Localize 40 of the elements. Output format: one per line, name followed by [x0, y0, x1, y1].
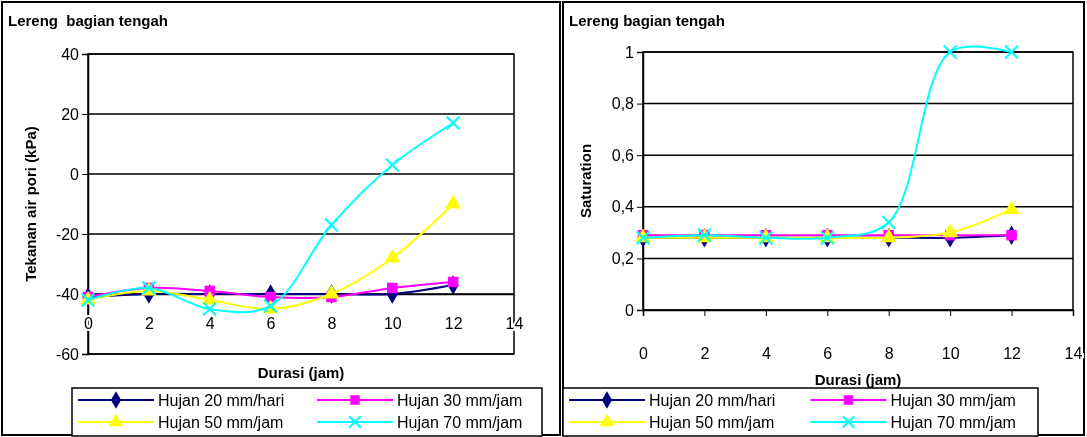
x-tick-label: 14: [1064, 345, 1083, 363]
x-axis-title: Durasi (jam): [814, 371, 902, 388]
y-tick-label: 0: [70, 165, 80, 183]
legend-label: Hujan 20 mm/hari: [649, 392, 776, 409]
y-tick-label: 20: [61, 105, 80, 123]
x-tick-label: 6: [266, 315, 276, 333]
x-tick-label: 0: [639, 345, 649, 363]
legend-label: Hujan 50 mm/jam: [649, 414, 775, 431]
y-tick-label: 0,8: [611, 95, 635, 113]
x-tick-label: 10: [941, 345, 960, 363]
x-tick-label: 8: [884, 345, 894, 363]
y-tick-label: 0,4: [611, 198, 635, 216]
x-tick-label: 10: [383, 315, 402, 333]
y-axis-title: Tekanan air pori (kPa): [22, 126, 39, 282]
x-tick-label: 4: [761, 345, 771, 363]
chart-title: Lereng bagian tengah: [8, 12, 169, 29]
x-tick-label: 2: [700, 345, 710, 363]
y-tick-label: 0: [625, 301, 635, 319]
y-tick-label: 1: [625, 43, 635, 61]
legend-label: Hujan 70 mm/jam: [890, 414, 1016, 431]
legend-label: Hujan 30 mm/jam: [890, 392, 1016, 409]
y-tick-label: -20: [55, 225, 80, 243]
x-tick-label: 6: [823, 345, 833, 363]
x-tick-label: 12: [444, 315, 463, 333]
y-tick-label: 0,6: [611, 146, 635, 164]
chart-title: Lereng bagian tengah: [569, 12, 725, 29]
legend-label: Hujan 50 mm/jam: [158, 414, 284, 431]
y-tick-label: 40: [61, 45, 80, 63]
legend-label: Hujan 20 mm/hari: [158, 392, 285, 409]
y-tick-label: -40: [55, 285, 80, 303]
y-tick-label: 0,2: [611, 250, 635, 268]
x-axis-title: Durasi (jam): [257, 364, 345, 381]
legend-label: Hujan 30 mm/jam: [397, 392, 523, 409]
x-tick-label: 8: [327, 315, 337, 333]
legend-label: Hujan 70 mm/jam: [397, 414, 523, 431]
x-tick-label: 2: [144, 315, 154, 333]
y-tick-label: -60: [55, 345, 80, 363]
x-tick-label: 4: [205, 315, 215, 333]
y-axis-title: Saturation: [577, 143, 594, 219]
x-tick-label: 12: [1003, 345, 1022, 363]
